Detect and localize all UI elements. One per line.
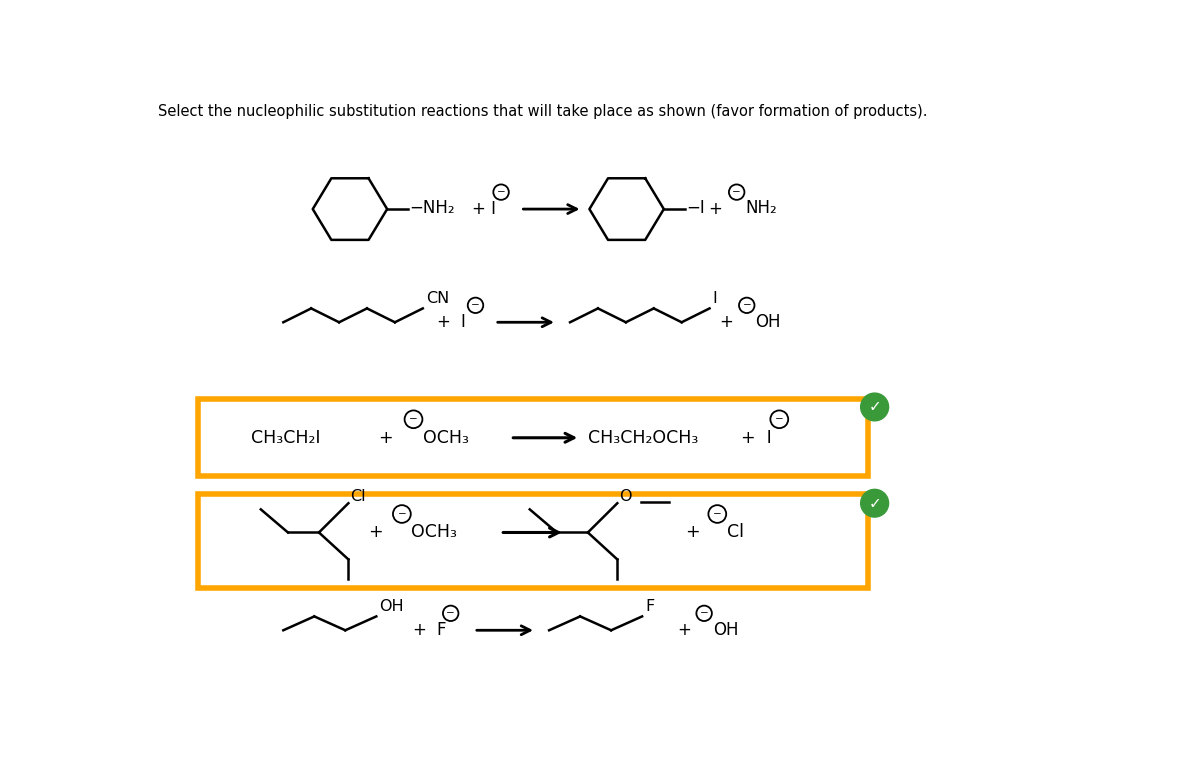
- Text: −: −: [397, 509, 407, 519]
- Text: +: +: [437, 313, 451, 331]
- Text: −: −: [446, 608, 455, 618]
- Circle shape: [860, 393, 888, 421]
- Text: ✓: ✓: [869, 495, 881, 511]
- FancyBboxPatch shape: [198, 400, 869, 476]
- FancyBboxPatch shape: [198, 494, 869, 588]
- Text: −: −: [472, 301, 480, 311]
- Text: +: +: [379, 429, 394, 446]
- Text: OCH₃: OCH₃: [422, 429, 469, 446]
- Text: + I: + I: [472, 200, 496, 218]
- Text: OH: OH: [713, 621, 738, 639]
- Text: CH₃CH₂I: CH₃CH₂I: [251, 429, 320, 446]
- Text: +: +: [720, 313, 733, 331]
- Text: +: +: [708, 200, 722, 218]
- Text: Select the nucleophilic substitution reactions that will take place as shown (fa: Select the nucleophilic substitution rea…: [157, 104, 928, 119]
- Text: OH: OH: [379, 599, 404, 614]
- Text: +: +: [412, 621, 426, 639]
- Text: +: +: [677, 621, 691, 639]
- Text: −: −: [409, 414, 418, 424]
- Text: −: −: [732, 187, 742, 197]
- Text: I: I: [713, 291, 718, 306]
- Text: Cl: Cl: [350, 489, 366, 504]
- Text: CN: CN: [426, 291, 449, 306]
- Text: NH₂: NH₂: [745, 199, 776, 217]
- Text: F: F: [646, 599, 654, 614]
- Text: +: +: [368, 524, 383, 542]
- Text: −: −: [700, 608, 708, 618]
- Text: −: −: [775, 414, 784, 424]
- Text: −NH₂: −NH₂: [409, 199, 455, 217]
- Text: +: +: [685, 524, 700, 542]
- Text: I: I: [460, 313, 464, 331]
- Text: OH: OH: [755, 313, 781, 331]
- Circle shape: [860, 489, 888, 517]
- Text: ✓: ✓: [869, 400, 881, 414]
- Text: −: −: [713, 509, 721, 519]
- Text: OCH₃: OCH₃: [412, 524, 457, 542]
- Text: O: O: [619, 489, 631, 504]
- Text: +  I: + I: [740, 429, 772, 446]
- Text: −: −: [743, 301, 751, 311]
- Text: F: F: [437, 621, 446, 639]
- Text: Cl: Cl: [727, 524, 744, 542]
- Text: CH₃CH₂OCH₃: CH₃CH₂OCH₃: [588, 429, 698, 446]
- Text: −I: −I: [686, 199, 706, 217]
- Text: −: −: [497, 187, 505, 197]
